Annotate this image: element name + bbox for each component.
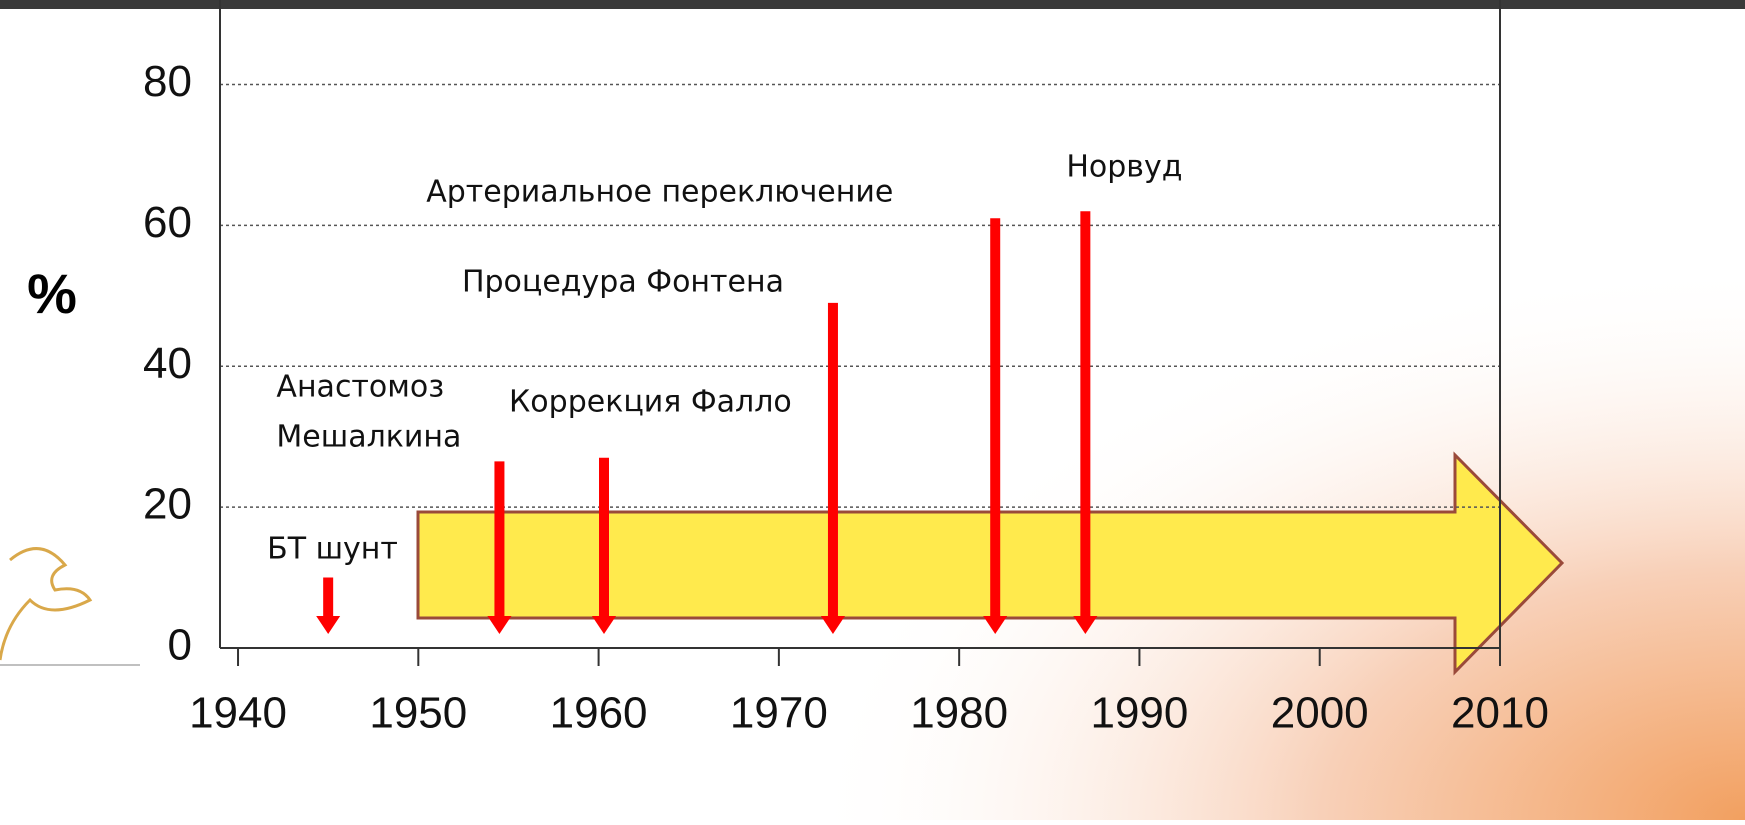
y-axis-label: % bbox=[27, 262, 77, 325]
chart: % 0 20 40 60 80 1940 1950 1960 1970 1980 1990 2000 2… bbox=[0, 0, 1745, 820]
x-tick-label: 1980 bbox=[910, 689, 1008, 738]
event-label: Норвуд bbox=[1066, 150, 1182, 185]
event-label: Процедура Фонтена bbox=[462, 265, 784, 300]
x-tick-label: 2010 bbox=[1451, 689, 1549, 738]
event-label: Коррекция Фалло bbox=[509, 385, 792, 420]
y-tick-label: 0 bbox=[168, 621, 192, 670]
x-tick-label: 1960 bbox=[550, 689, 648, 738]
x-tick-label: 1940 bbox=[189, 689, 287, 738]
y-tick-label: 40 bbox=[143, 339, 192, 388]
x-tick-label: 1950 bbox=[369, 689, 467, 738]
y-tick-label: 20 bbox=[143, 480, 192, 529]
x-tick-label: 1990 bbox=[1090, 689, 1188, 738]
event-label: Анастомоз bbox=[276, 370, 444, 405]
y-tick-label: 80 bbox=[143, 57, 192, 106]
photo-strip bbox=[0, 0, 1745, 9]
event-label: Артериальное переключение bbox=[426, 175, 893, 210]
y-tick-label: 60 bbox=[143, 198, 192, 247]
background-glow bbox=[700, 200, 1745, 820]
page: % 0 20 40 60 80 1940 1950 1960 1970 1980 1990 2000 2… bbox=[0, 0, 1745, 820]
x-tick-label: 2000 bbox=[1271, 689, 1369, 738]
event-label: БТ шунт bbox=[267, 532, 398, 567]
event-label: Мешалкина bbox=[276, 420, 461, 455]
x-tick-label: 1970 bbox=[730, 689, 828, 738]
